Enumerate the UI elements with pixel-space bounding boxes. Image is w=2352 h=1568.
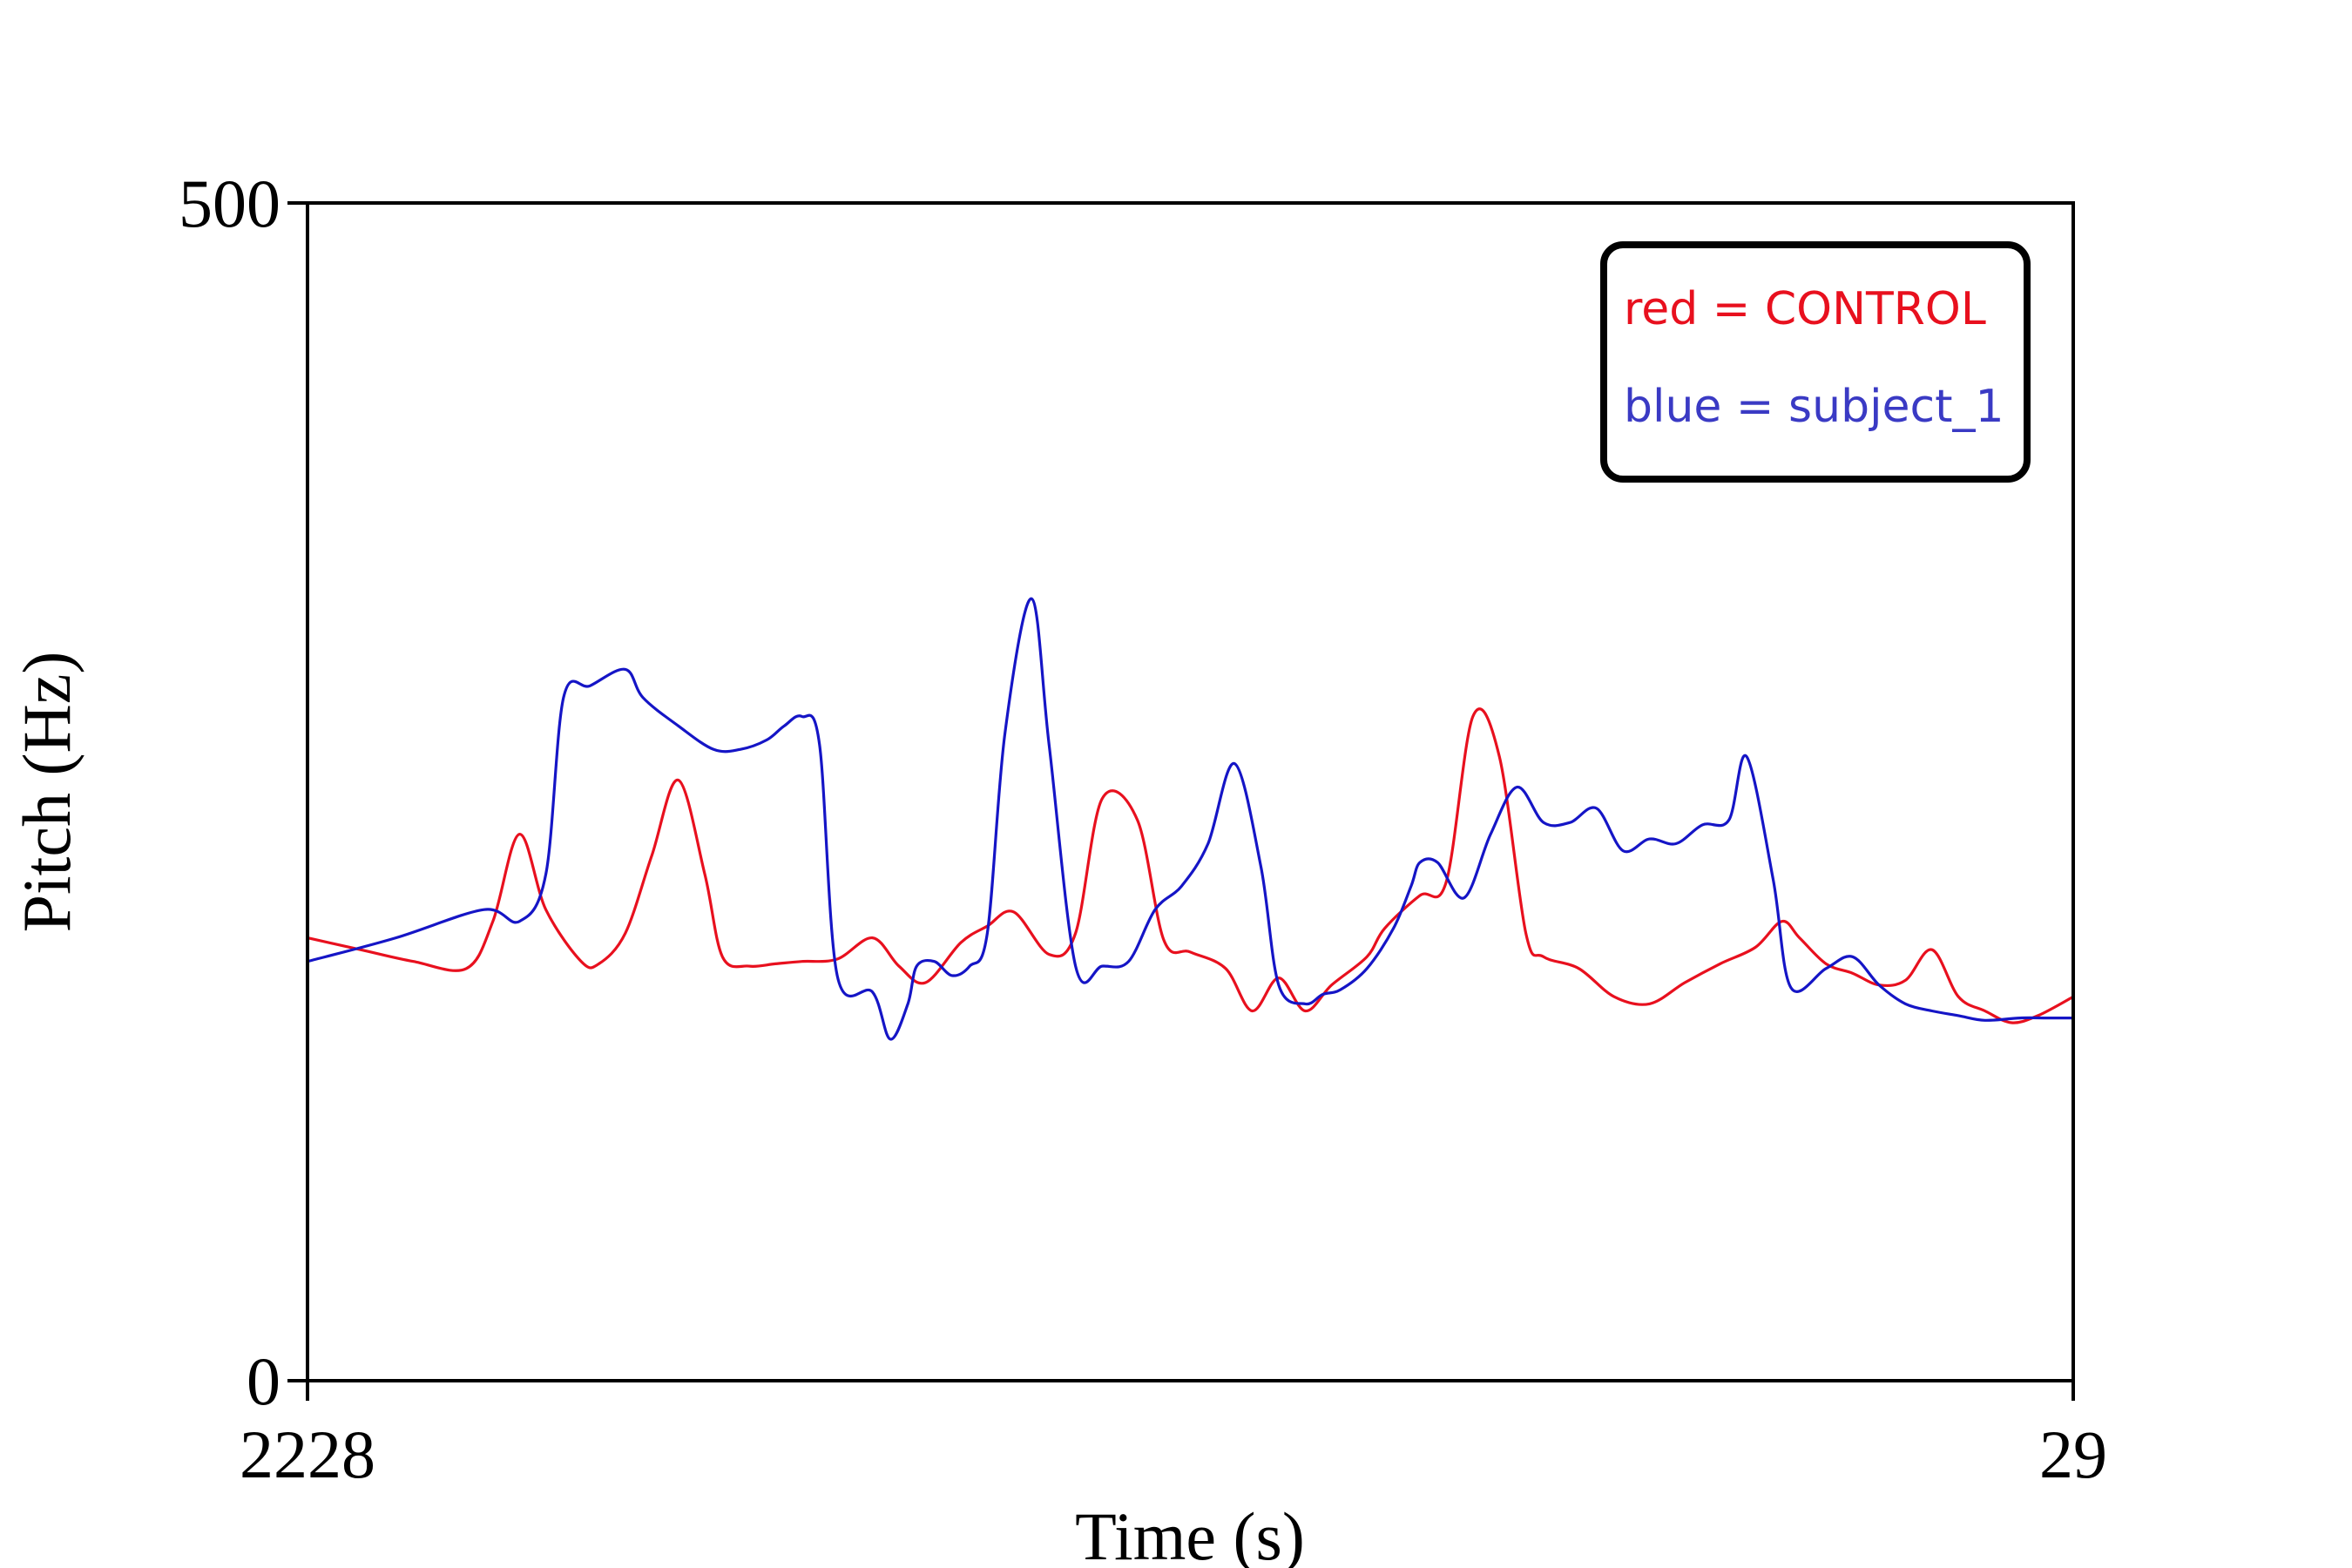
x-axis-title: Time (s) — [1075, 1498, 1305, 1568]
x-tick-label-end: 29 — [2039, 1416, 2107, 1492]
y-axis-title: Pitch (Hz) — [9, 652, 84, 933]
series-line-subject — [307, 597, 2073, 1041]
y-tick-label-max: 500 — [179, 166, 280, 241]
y-tick-label-min: 0 — [247, 1343, 280, 1419]
plot-series — [307, 597, 2074, 1041]
legend-entry-subject: blue = subject_1 — [1624, 381, 2004, 433]
legend-entry-control: red = CONTROL — [1624, 283, 1986, 335]
series-line-control — [307, 707, 2074, 1024]
legend: red = CONTROL blue = subject_1 — [1600, 241, 2031, 483]
x-tick-label-start: 2228 — [240, 1416, 375, 1492]
legend-box — [1600, 241, 2031, 483]
plot-frame — [306, 201, 2075, 1382]
